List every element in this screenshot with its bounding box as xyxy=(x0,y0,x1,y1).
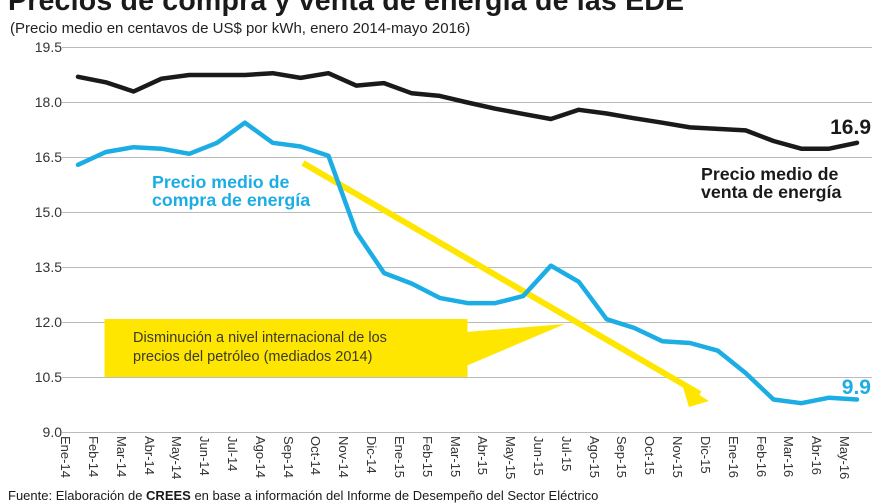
svg-text:9.9: 9.9 xyxy=(842,376,871,399)
svg-text:16.9: 16.9 xyxy=(830,116,871,139)
